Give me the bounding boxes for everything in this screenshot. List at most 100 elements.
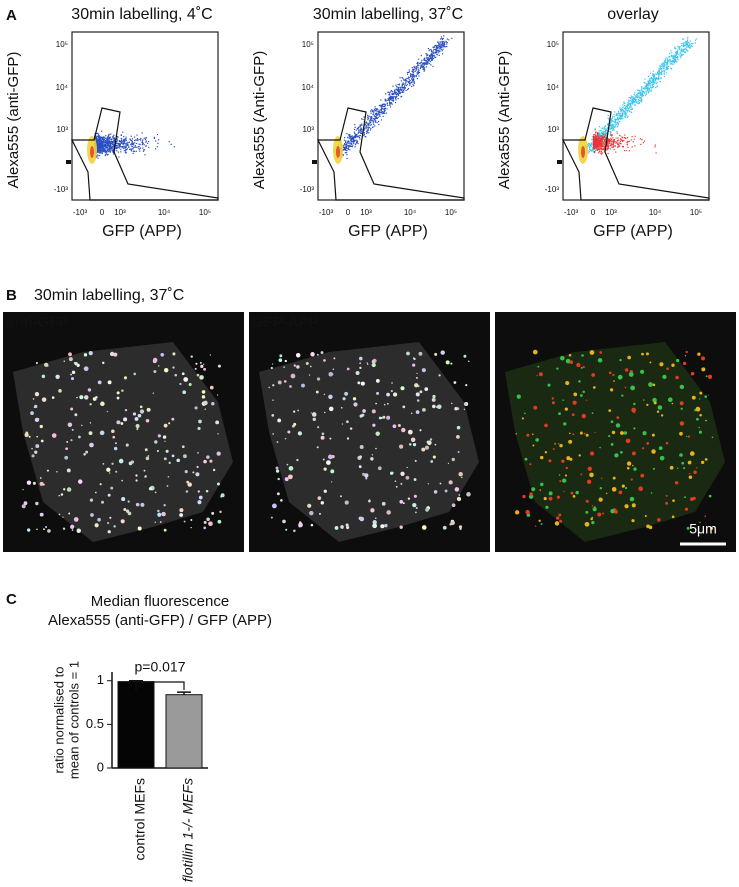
punctum	[210, 354, 211, 355]
punctum	[157, 450, 159, 452]
punctum	[52, 396, 55, 399]
punctum	[376, 379, 380, 383]
punctum	[525, 458, 528, 461]
event-dot	[375, 122, 376, 123]
punctum	[432, 405, 436, 409]
x-axis-label: GFP (APP)	[593, 223, 673, 240]
punctum	[699, 414, 702, 417]
event-dot	[389, 102, 390, 103]
punctum	[279, 354, 282, 357]
punctum	[375, 517, 376, 518]
event-dot	[360, 129, 361, 130]
punctum	[272, 503, 277, 508]
event-dot	[673, 54, 674, 55]
punctum	[276, 441, 278, 443]
punctum	[44, 363, 48, 367]
punctum	[74, 362, 76, 364]
event-dot	[677, 46, 678, 47]
punctum	[176, 459, 179, 462]
punctum	[694, 409, 696, 411]
punctum	[593, 386, 596, 389]
punctum	[191, 527, 192, 528]
punctum	[37, 418, 39, 420]
event-dot	[427, 59, 428, 60]
event-dot	[411, 82, 412, 83]
event-dot	[392, 86, 393, 87]
punctum	[33, 398, 35, 400]
event-dot	[155, 140, 156, 141]
event-dot	[627, 147, 628, 148]
event-dot	[447, 42, 448, 43]
event-dot	[412, 79, 413, 80]
event-dot	[599, 151, 600, 152]
x-axis-label: GFP (APP)	[348, 223, 428, 240]
event-dot	[637, 94, 638, 95]
punctum	[675, 481, 678, 484]
punctum	[66, 441, 68, 443]
event-dot	[413, 70, 414, 71]
punctum	[384, 404, 386, 406]
punctum	[203, 364, 204, 365]
event-dot	[653, 86, 654, 87]
punctum	[598, 358, 603, 363]
punctum	[301, 384, 305, 388]
punctum	[453, 381, 456, 384]
punctum	[654, 401, 657, 404]
event-dot	[653, 83, 654, 84]
event-dot	[634, 94, 635, 95]
event-dot	[605, 141, 606, 142]
event-dot	[608, 141, 609, 142]
event-dot	[346, 158, 347, 159]
punctum	[198, 490, 200, 492]
event-dot	[432, 55, 433, 56]
event-dot	[401, 89, 402, 90]
punctum	[613, 477, 616, 480]
punctum	[400, 526, 403, 529]
punctum	[202, 395, 206, 399]
event-dot	[364, 116, 365, 117]
event-dot	[604, 142, 605, 143]
punctum	[35, 502, 38, 505]
punctum	[672, 403, 674, 405]
punctum	[535, 438, 539, 442]
event-dot	[624, 102, 625, 103]
punctum	[697, 353, 700, 356]
punctum	[145, 448, 148, 451]
punctum	[696, 418, 699, 421]
punctum	[333, 368, 335, 370]
x-tick-label: 10⁵	[690, 208, 702, 217]
punctum	[545, 506, 548, 509]
punctum	[690, 497, 694, 501]
event-dot	[399, 77, 400, 78]
bar	[118, 682, 154, 768]
punctum	[666, 442, 669, 445]
event-dot	[600, 135, 601, 136]
event-dot	[402, 91, 403, 92]
event-dot	[627, 117, 628, 118]
punctum	[153, 370, 156, 373]
event-dot	[136, 143, 137, 144]
punctum	[569, 433, 571, 435]
event-dot	[421, 60, 422, 61]
punctum	[640, 370, 644, 374]
event-dot	[625, 114, 626, 115]
punctum	[581, 354, 584, 357]
punctum	[706, 375, 708, 377]
event-dot	[396, 96, 397, 97]
event-dot	[358, 136, 359, 137]
event-dot	[127, 145, 128, 146]
event-dot	[97, 152, 98, 153]
event-dot	[607, 144, 608, 145]
punctum	[138, 526, 142, 530]
event-dot	[373, 124, 374, 125]
event-dot	[658, 76, 659, 77]
event-dot	[671, 61, 672, 62]
event-dot	[687, 38, 688, 39]
event-dot	[349, 144, 350, 145]
event-dot	[646, 94, 647, 95]
event-dot	[345, 144, 346, 145]
event-dot	[664, 65, 665, 66]
punctum	[458, 494, 460, 496]
event-dot	[655, 144, 656, 145]
event-dot	[446, 43, 447, 44]
